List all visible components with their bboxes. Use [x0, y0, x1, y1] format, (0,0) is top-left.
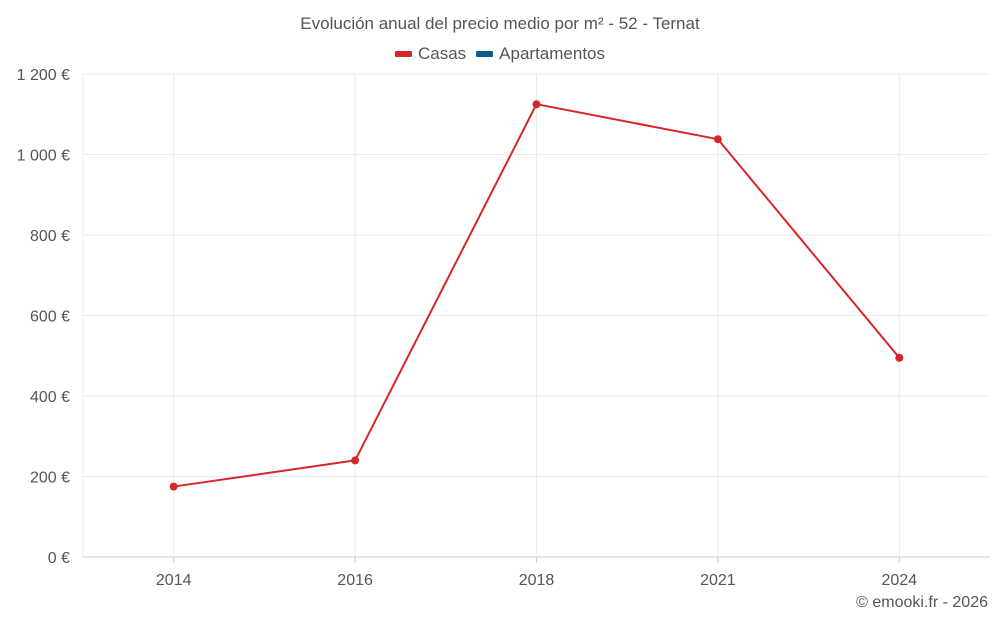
chart-legend: Casas Apartamentos — [0, 44, 1000, 64]
x-tick-label: 2014 — [156, 572, 192, 589]
legend-label-casas: Casas — [417, 44, 467, 63]
legend-item-casas[interactable]: Casas — [394, 44, 467, 64]
data-point-casas-2016 — [351, 456, 360, 465]
credit-text: © emooki.fr - 2026 — [856, 594, 988, 611]
y-tick-label: 0 € — [48, 550, 70, 567]
data-point-casas-2021 — [713, 135, 722, 144]
y-tick-label: 400 € — [30, 389, 70, 406]
legend-item-apartamentos[interactable]: Apartamentos — [476, 44, 605, 64]
y-tick-label: 800 € — [30, 228, 70, 245]
y-tick-label: 200 € — [30, 470, 70, 487]
legend-swatch-casas — [394, 51, 412, 57]
data-point-casas-2018 — [532, 100, 541, 109]
y-tick-label: 600 € — [30, 309, 70, 326]
data-point-casas-2014 — [169, 482, 178, 491]
y-tick-label: 1 200 € — [17, 67, 70, 84]
legend-label-apartamentos: Apartamentos — [499, 44, 606, 63]
data-point-casas-2024 — [895, 353, 904, 362]
x-tick-label: 2016 — [337, 572, 373, 589]
legend-swatch-apartamentos — [476, 51, 494, 57]
chart-title: Evolución anual del precio medio por m² … — [300, 14, 700, 33]
x-tick-label: 2018 — [519, 572, 555, 589]
x-tick-label: 2021 — [700, 572, 736, 589]
x-tick-label: 2024 — [882, 572, 918, 589]
y-tick-label: 1 000 € — [17, 148, 70, 165]
